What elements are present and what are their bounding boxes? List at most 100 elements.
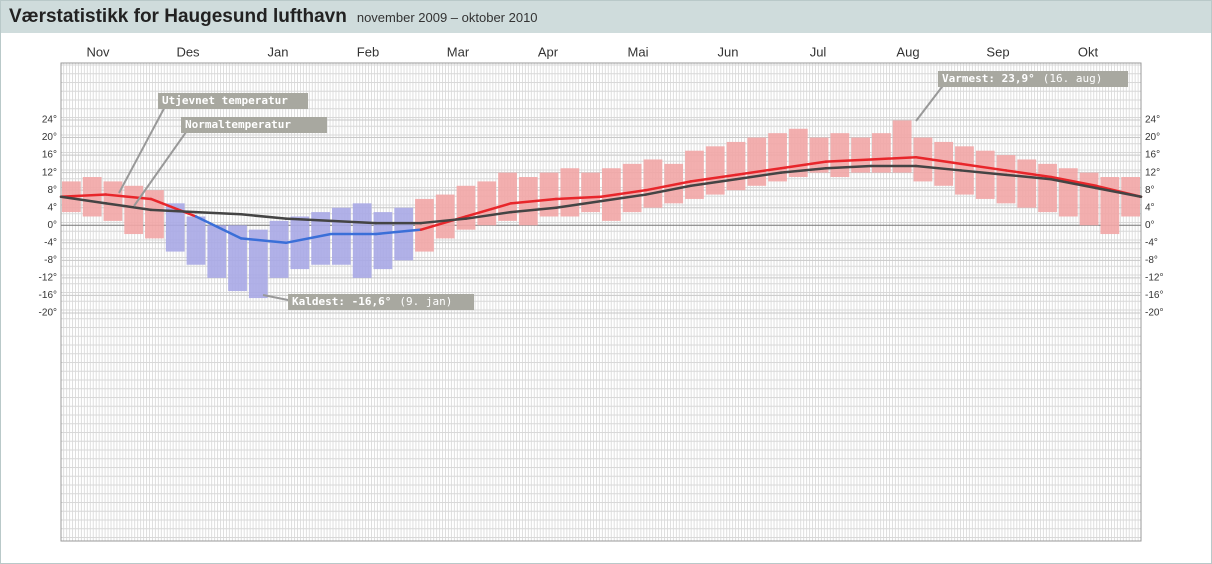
y-tick-label: -8° [44,255,57,266]
range-bar [269,220,289,278]
line-segment [914,156,963,166]
line-segment [59,193,108,199]
y-tick-label: 24° [42,115,57,126]
range-bar [851,137,870,173]
chart-title: Værstatistikk for Haugesund lufthavn [9,6,347,27]
range-bar [1017,159,1037,208]
y-tick-label: 4° [47,202,57,213]
range-bar [726,141,746,191]
callout-box [158,93,308,109]
line-segment [1004,169,1053,179]
line-segment [689,173,738,183]
line-segment [509,206,558,214]
range-bar [747,137,767,186]
chart: Nov Des Jan Feb Mar Apr Mai Jun Jul Aug Sep Okt 24° 2… [39,44,1163,542]
x-tick-label: Mai [628,44,649,59]
range-bar [228,225,247,292]
line-segment [869,156,918,161]
range-bar [498,172,517,221]
range-bar [685,150,704,199]
range-bar [248,229,268,299]
range-bar [560,168,580,217]
line-segment [914,164,963,172]
line-segment [824,164,873,170]
line-segment [194,210,243,216]
line-segment [104,202,153,212]
line-segment [149,197,198,218]
y-tick-label: 8° [47,185,57,196]
range-bar [830,133,850,178]
range-bar [373,212,393,270]
line-segment [1094,186,1143,199]
range-bar [892,120,912,173]
y-tick-label: -8° [1145,255,1158,266]
line-segment [284,232,333,245]
callout-box [938,71,1128,87]
line-segment [644,184,693,196]
range-bar [82,177,102,217]
range-bar [165,203,185,252]
line-segment [239,213,288,220]
line-segment [239,237,288,245]
range-bar [456,185,476,230]
x-tick-label: Okt [1078,44,1099,59]
line-segment [419,217,468,225]
x-tick-label: Feb [357,44,379,59]
y-tick-label: 12° [1145,167,1160,178]
range-bar [435,194,455,239]
line-segment [689,177,738,188]
line-segment [464,210,513,220]
legend-label: Normaltemperatur [185,118,291,131]
range-bar [1038,163,1057,213]
range-bar [975,150,995,199]
range-bar [934,141,954,186]
y-tick-label: 16° [42,150,57,161]
range-bar [186,216,206,265]
y-tick-label: 24° [1145,115,1160,126]
y-tick-label: -16° [39,290,57,301]
callout-line [133,124,192,207]
x-tick-label: Apr [538,44,559,59]
y-tick-label: -20° [1145,308,1163,319]
range-bar [1079,172,1099,226]
callout-line [118,100,169,194]
x-tick-label: Nov [86,44,110,59]
line-segment [1049,177,1098,190]
x-tick-label: Jan [268,44,289,59]
y-tick-label: 20° [1145,132,1160,143]
range-bar [539,172,559,217]
x-tick-label: Sep [986,44,1009,59]
range-bar [352,203,372,278]
line-segment [194,215,243,240]
line-segment [779,166,828,174]
range-bar [705,146,725,195]
y-tick-label: -16° [1145,290,1163,301]
y-tick-label: -12° [1145,273,1163,284]
y-tick-label: 12° [42,167,57,178]
annotation-coldest-date: (9. jan) [399,295,452,308]
annotation-coldest: Kaldest: -16,6° [292,295,391,308]
range-bar [207,225,227,278]
range-bar [643,159,663,208]
y-tick-label: 8° [1145,185,1155,196]
x-tick-label: Des [176,44,200,59]
line-segment [734,171,783,181]
line-segment [104,193,153,201]
y-tick-label: 20° [42,132,57,143]
range-bar [290,216,310,270]
range-bar [311,212,330,265]
line-segment [464,202,513,218]
line-segment [329,219,378,225]
range-bar [1100,177,1120,235]
range-bar [103,181,123,221]
range-bar [477,181,497,226]
range-bar [1121,177,1140,217]
y-tick-label: 16° [1145,150,1160,161]
range-bar [394,207,414,261]
line-segment [1004,173,1053,181]
plot-frame [60,62,1142,542]
line-segment [599,193,648,203]
line-segment [599,188,648,199]
range-bar [415,198,434,252]
